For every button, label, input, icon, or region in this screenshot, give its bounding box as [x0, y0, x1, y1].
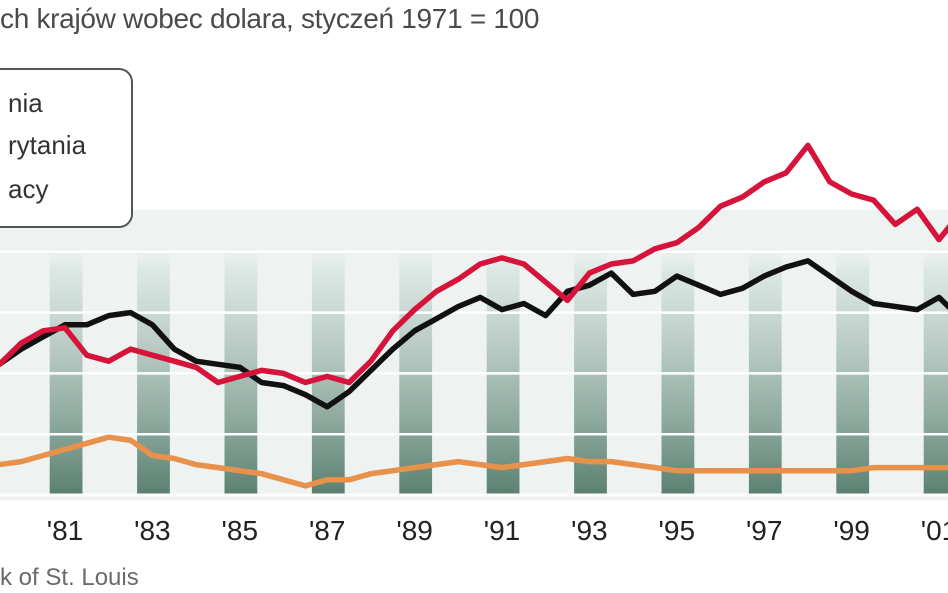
year-band-4 — [311, 230, 345, 495]
year-band-10 — [836, 230, 870, 495]
x-tick-label-11: '01 — [921, 515, 948, 546]
chart-title: ch krajów wobec dolara, styczeń 1971 = 1… — [0, 3, 540, 34]
x-tick-label-4: '87 — [309, 515, 346, 546]
source-note: k of St. Louis — [0, 564, 139, 591]
grid-lines — [0, 250, 948, 497]
legend-item-uk: rytania — [8, 130, 87, 160]
year-band-8 — [661, 230, 695, 495]
legend-item-average: acy — [8, 174, 49, 204]
x-tick-label-8: '95 — [659, 515, 696, 546]
year-band-1 — [49, 230, 83, 495]
background-bands — [0, 210, 948, 500]
series-line-uk — [0, 142, 948, 386]
x-axis-ticks: '79'81'83'85'87'89'91'93'95'97'99'01'03 — [47, 515, 948, 546]
year-band-5 — [399, 230, 433, 495]
series-lines — [0, 142, 948, 489]
x-tick-label-10: '99 — [833, 515, 870, 546]
series-line-germany — [0, 258, 948, 410]
chart-plot: '79'81'83'85'87'89'91'93'95'97'99'01'03 — [0, 142, 948, 546]
legend: nia rytania acy — [0, 68, 133, 228]
x-tick-label-9: '97 — [746, 515, 783, 546]
series-line-average — [0, 434, 948, 489]
x-tick-label-6: '91 — [484, 515, 521, 546]
x-tick-label-3: '85 — [222, 515, 259, 546]
year-band-11 — [923, 230, 948, 495]
year-band-6 — [486, 230, 520, 495]
x-tick-label-7: '93 — [571, 515, 608, 546]
x-tick-label-5: '89 — [396, 515, 433, 546]
year-band-3 — [224, 230, 258, 495]
legend-item-germany: nia — [8, 88, 43, 118]
x-tick-label-1: '81 — [47, 515, 84, 546]
x-tick-label-2: '83 — [134, 515, 171, 546]
